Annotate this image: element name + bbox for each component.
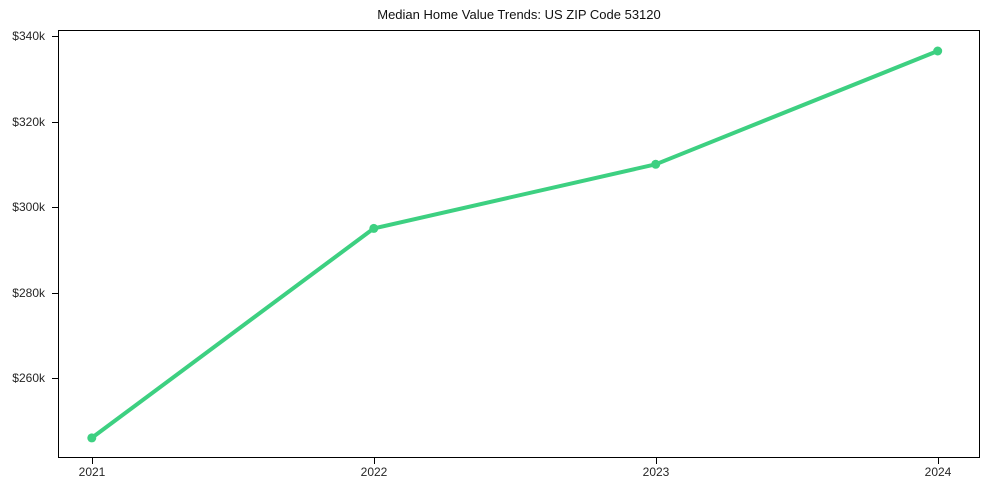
plot-frame — [58, 30, 980, 458]
x-axis-tick-label: 2023 — [642, 465, 670, 479]
chart-title: Median Home Value Trends: US ZIP Code 53… — [377, 7, 661, 22]
y-axis-tick-label: $340k — [12, 29, 45, 43]
data-point-marker — [933, 46, 943, 56]
y-axis-tick-label: $300k — [12, 200, 45, 214]
data-point-marker — [87, 433, 97, 443]
x-axis-tick-label: 2024 — [924, 465, 952, 479]
data-point-marker — [369, 223, 379, 233]
y-axis-tick-label: $260k — [12, 371, 45, 385]
x-axis-tick-label: 2022 — [360, 465, 388, 479]
series-line — [89, 49, 940, 440]
x-axis-tick-label: 2021 — [78, 465, 106, 479]
data-point-marker — [651, 159, 661, 169]
y-axis-tick-label: $320k — [12, 115, 45, 129]
y-axis-tick-label: $280k — [12, 286, 45, 300]
